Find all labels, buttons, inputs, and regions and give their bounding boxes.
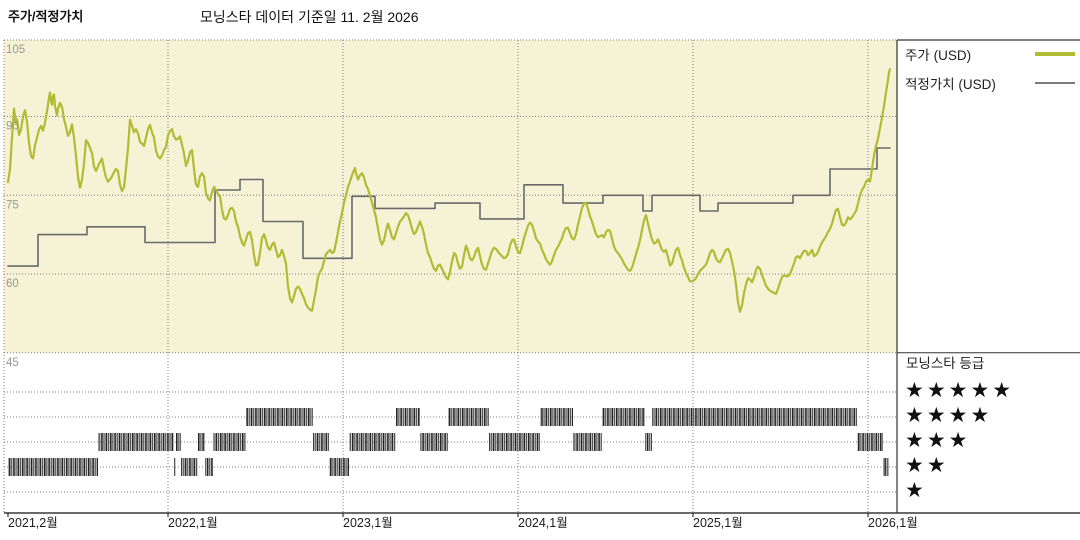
rating-bar	[573, 433, 602, 451]
x-tick-label: 2025,1월	[693, 516, 743, 530]
rating-bar	[540, 408, 573, 426]
rating-bar	[98, 433, 174, 451]
rating-bar	[313, 433, 329, 451]
y-tick-label: 45	[6, 357, 19, 369]
y-tick-label: 90	[6, 121, 19, 133]
price-line	[6, 68, 892, 313]
fair-value-line-swatch	[1035, 82, 1075, 84]
x-tick-label: 2021,2월	[8, 516, 58, 530]
legend-item-fair-value: 적정가치 (USD)	[905, 73, 1075, 93]
rating-row-5-star: ★★★★★	[905, 379, 1015, 402]
legend-label-price: 주가 (USD)	[905, 48, 972, 63]
rating-bar	[420, 433, 448, 451]
x-tick-label: 2024,1월	[518, 516, 568, 530]
y-tick-label: 105	[6, 44, 25, 56]
rating-bar	[489, 433, 540, 451]
rating-bar	[602, 408, 645, 426]
legend-label-fair-value: 적정가치 (USD)	[905, 77, 996, 92]
rating-bar	[8, 458, 98, 476]
page-title: 주가/적정가치	[8, 9, 84, 24]
x-tick-label: 2023,1월	[343, 516, 393, 530]
rating-row-2-star: ★★	[905, 454, 949, 477]
y-tick-label: 75	[6, 199, 19, 211]
plot-background	[4, 40, 897, 353]
rating-bar	[349, 433, 396, 451]
x-tick-label: 2026,1월	[868, 516, 918, 530]
rating-bar	[448, 408, 489, 426]
rating-bar	[176, 433, 181, 451]
chart-subtitle: 모닝스타 데이터 기준일 11. 2월 2026	[200, 9, 419, 25]
rating-bar	[213, 433, 246, 451]
rating-bar	[645, 433, 652, 451]
rating-bar	[174, 458, 176, 476]
rating-panel-title: 모닝스타 등급	[906, 356, 985, 371]
fair-value-line	[7, 147, 891, 267]
rating-bar	[652, 408, 857, 426]
x-tick-label: 2022,1월	[168, 516, 218, 530]
y-tick-label: 60	[6, 278, 19, 290]
rating-row-1-star: ★	[905, 479, 927, 502]
rating-bar	[181, 458, 198, 476]
rating-bar	[205, 458, 213, 476]
rating-row-4-star: ★★★★	[905, 404, 993, 427]
rating-bar	[883, 458, 889, 476]
rating-bar	[857, 433, 883, 451]
rating-bar	[329, 458, 349, 476]
rating-bar	[396, 408, 420, 426]
rating-bar	[246, 408, 313, 426]
rating-row-3-star: ★★★	[905, 429, 971, 452]
rating-bar	[198, 433, 205, 451]
price-line-swatch	[1035, 52, 1075, 56]
chart-legend: 주가 (USD) 적정가치 (USD)	[905, 44, 1075, 102]
legend-item-price: 주가 (USD)	[905, 44, 1075, 64]
